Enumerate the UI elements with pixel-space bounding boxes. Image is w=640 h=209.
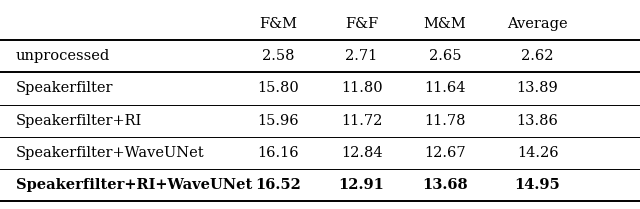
- Text: 13.68: 13.68: [422, 178, 468, 192]
- Text: 15.80: 15.80: [257, 82, 300, 96]
- Text: 11.78: 11.78: [424, 113, 465, 127]
- Text: 12.91: 12.91: [339, 178, 385, 192]
- Text: 11.64: 11.64: [424, 82, 465, 96]
- Text: Speakerfilter: Speakerfilter: [16, 82, 113, 96]
- Text: M&M: M&M: [424, 17, 466, 31]
- Text: 16.52: 16.52: [255, 178, 301, 192]
- Text: Speakerfilter+RI+WaveUNet: Speakerfilter+RI+WaveUNet: [16, 178, 252, 192]
- Text: 14.26: 14.26: [516, 146, 559, 159]
- Text: F&M: F&M: [259, 17, 298, 31]
- Text: 2.71: 2.71: [346, 50, 378, 63]
- Text: 2.58: 2.58: [262, 50, 294, 63]
- Text: 13.89: 13.89: [516, 82, 559, 96]
- Text: 15.96: 15.96: [257, 113, 300, 127]
- Text: 2.62: 2.62: [522, 50, 554, 63]
- Text: 16.16: 16.16: [257, 146, 300, 159]
- Text: Speakerfilter+RI: Speakerfilter+RI: [16, 113, 142, 127]
- Text: F&F: F&F: [345, 17, 378, 31]
- Text: Speakerfilter+WaveUNet: Speakerfilter+WaveUNet: [16, 146, 205, 159]
- Text: Average: Average: [508, 17, 568, 31]
- Text: 12.67: 12.67: [424, 146, 466, 159]
- Text: 14.95: 14.95: [515, 178, 561, 192]
- Text: 11.80: 11.80: [340, 82, 383, 96]
- Text: 13.86: 13.86: [516, 113, 559, 127]
- Text: unprocessed: unprocessed: [16, 50, 110, 63]
- Text: 12.84: 12.84: [340, 146, 383, 159]
- Text: 11.72: 11.72: [341, 113, 382, 127]
- Text: 2.65: 2.65: [429, 50, 461, 63]
